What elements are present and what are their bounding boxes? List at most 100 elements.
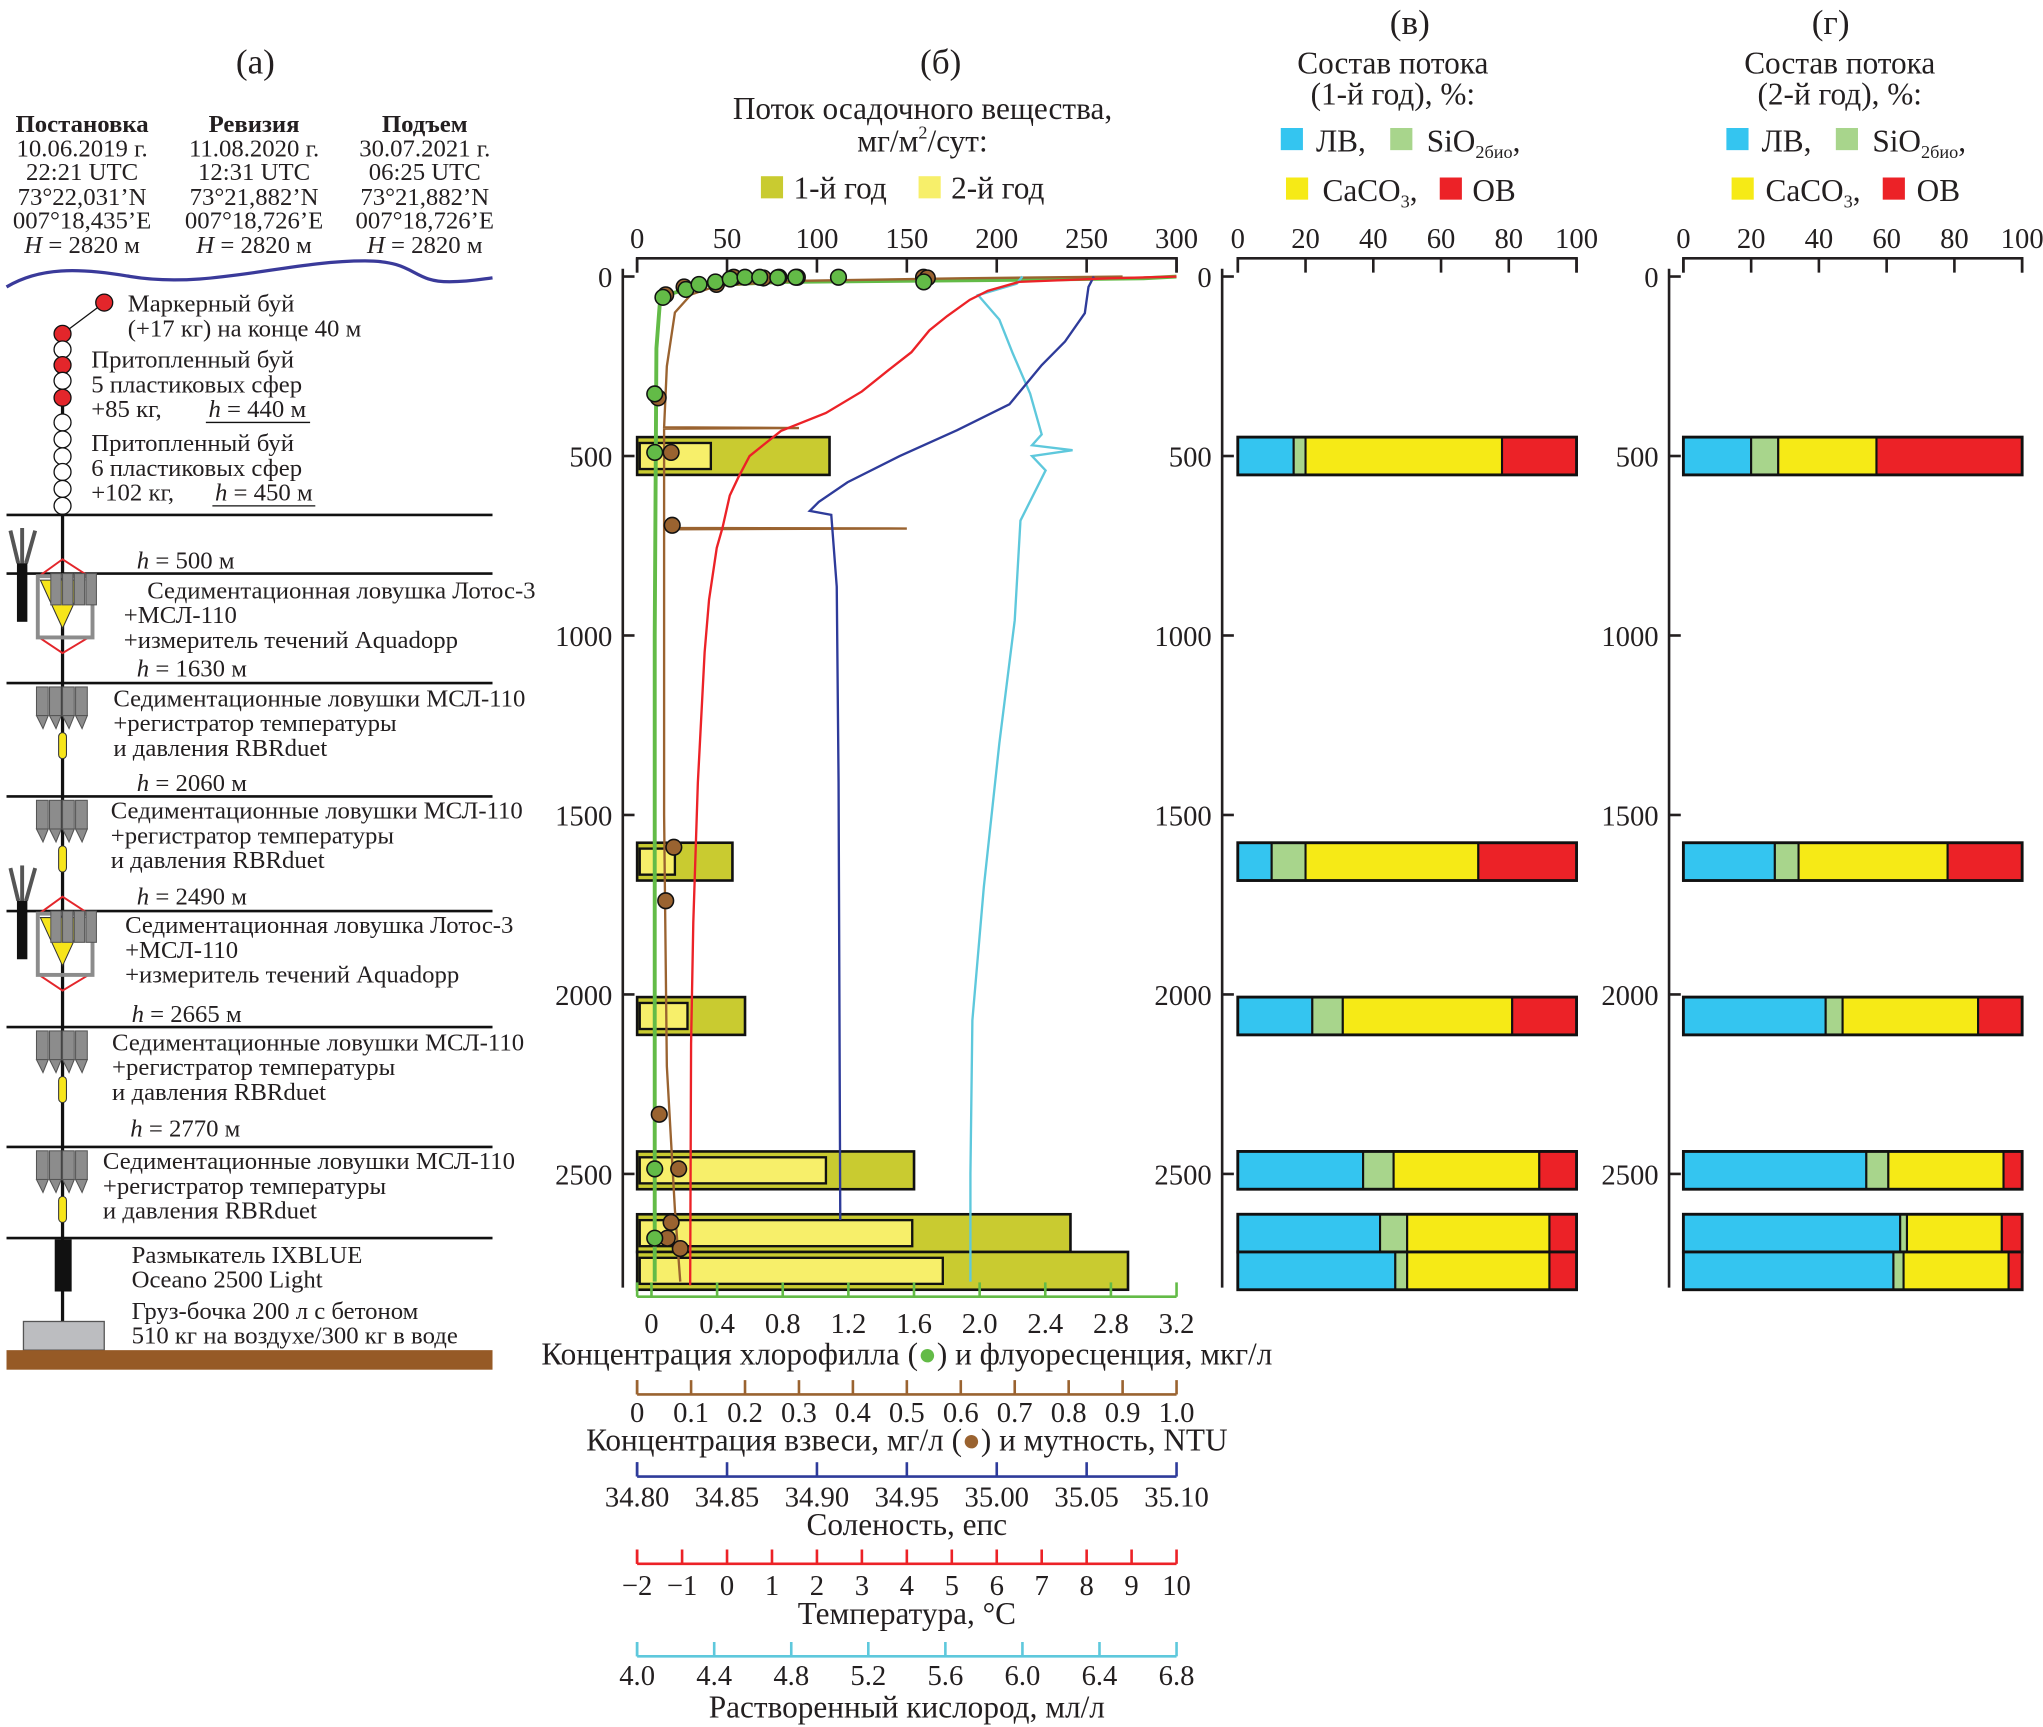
chl-tick-label: 0.8	[765, 1308, 801, 1340]
composition-segment	[1682, 996, 1827, 1036]
chl-tick-label: 2.4	[1027, 1308, 1063, 1340]
suspension-point	[670, 1160, 688, 1178]
composition-segment	[1362, 1150, 1395, 1191]
chl-tick-label: 1.2	[830, 1308, 866, 1340]
composition-bar-outline	[1236, 1150, 1578, 1191]
buoy1-label: Притопленный буй	[91, 347, 294, 374]
svg-text:+измеритель течений Aquadopp: +измеритель течений Aquadopp	[124, 627, 458, 654]
buoy2-depth: h = 450 м	[215, 480, 313, 507]
svg-text:и давления RBRduet: и давления RBRduet	[113, 735, 327, 762]
composition-segment	[1750, 436, 1780, 476]
buoy1-label: 5 пластиковых сфер	[91, 371, 302, 398]
panel-d-legend: ЛВ, SiO2био, CaCO3, ОВ	[1726, 123, 1966, 211]
x-tick-label: 60	[1872, 223, 1901, 255]
composition-segment	[1682, 1150, 1868, 1191]
composition-segment	[1682, 436, 1753, 476]
chlorophyll-point	[646, 385, 664, 403]
temp-tick-label: 8	[1079, 1570, 1093, 1602]
oxy-tick-label: 5.2	[850, 1660, 886, 1692]
composition-segment	[1392, 1150, 1541, 1191]
svg-text:+МСЛ-110: +МСЛ-110	[124, 602, 237, 629]
chlorophyll-point	[646, 443, 664, 462]
column-title: Подъем	[382, 111, 468, 138]
chlorophyll-point	[654, 288, 672, 306]
composition-segment	[1824, 996, 1844, 1036]
chlorophyll-point	[769, 269, 787, 287]
temp-tick-label: 5	[945, 1570, 959, 1602]
x-tick-label: 0	[1231, 223, 1245, 255]
level-500: h = 500 м Седиментационная ловушка Лотос…	[124, 547, 536, 653]
composition-segment	[2002, 1150, 2024, 1191]
composition-segment	[1236, 1213, 1382, 1254]
temperature-profile-line	[688, 275, 1177, 1286]
composition-segment	[1236, 1150, 1365, 1191]
chl-tick-label: 2.8	[1093, 1308, 1129, 1340]
temp-tick-label: −1	[667, 1570, 698, 1602]
legend-swatch-year2	[918, 176, 941, 199]
svg-text:h = 2490 м: h = 2490 м	[137, 884, 247, 911]
buoy2-label: 6 пластиковых сфер	[91, 455, 302, 482]
temp-tick-label: 0	[720, 1570, 734, 1602]
panel-d-plot: 0 500 1000 1500 2000 2500 0 20 40 60 80 100	[1601, 223, 2043, 1292]
turb-tick-label: 0.9	[1105, 1397, 1141, 1429]
x-tick-label: 0	[630, 223, 644, 255]
panel-a-label: (а)	[236, 42, 275, 81]
svg-text:Седиментационные ловушки МСЛ-1: Седиментационные ловушки МСЛ-110	[113, 685, 525, 712]
suspension-point	[662, 443, 680, 462]
turb-tick-label: 0.6	[943, 1397, 979, 1429]
composition-bar-outline	[1236, 841, 1578, 882]
composition-segment	[1304, 841, 1480, 882]
chl-tick-label: 2.0	[962, 1308, 998, 1340]
column-lat: 73°21,882’N	[190, 184, 319, 211]
x-tick-label: 40	[1805, 223, 1834, 255]
composition-segment	[1511, 996, 1578, 1036]
sal-tick-label: 35.05	[1054, 1481, 1118, 1513]
composition-bar-outline	[1236, 1250, 1578, 1292]
depth-tick-label: 1000	[555, 621, 612, 653]
composition-segment	[1548, 1250, 1578, 1291]
oxy-tick-label: 6.4	[1082, 1660, 1118, 1692]
x-tick-label: 40	[1359, 223, 1388, 255]
temp-tick-label: −2	[622, 1570, 653, 1602]
suspension-point	[665, 838, 683, 856]
sal-tick-label: 34.95	[875, 1481, 939, 1513]
svg-text:SiO2био,: SiO2био,	[1872, 123, 1966, 162]
depth-tick-label: 500	[1169, 441, 1212, 473]
panel-d-header: (г) Состав потока (2-й год), %:	[1744, 3, 1935, 111]
chlorophyll-point	[751, 268, 769, 286]
svg-text:h = 2060 м: h = 2060 м	[137, 770, 247, 797]
salinity-profile-line	[807, 275, 1095, 1220]
level-2770: h = 2770 м Седиментационные ловушки МСЛ-…	[103, 1115, 515, 1224]
panel-b-title: Поток осадочного вещества,	[733, 91, 1112, 126]
depth-tick-label: 500	[1616, 441, 1659, 473]
svg-text:ОВ: ОВ	[1917, 173, 1960, 208]
chl-marker-dot-icon: ●	[918, 1336, 937, 1371]
deployment-column: Постановка 10.06.2019 г. 22:21 UTC 73°22…	[13, 111, 151, 259]
column-title: Постановка	[16, 111, 149, 138]
chl-tick-label: 1.6	[896, 1308, 932, 1340]
suspension-point	[650, 1105, 668, 1123]
column-date: 11.08.2020 г.	[189, 136, 319, 163]
depth-tick-label: 0	[1197, 262, 1211, 294]
depth-tick-label: 2000	[555, 980, 612, 1012]
composition-segment	[2007, 1250, 2024, 1291]
level-2490: h = 2490 м Седиментационная ловушка Лото…	[125, 884, 513, 989]
turb-axis-title: Концентрация взвеси, мг/л (●) и мутность…	[586, 1422, 1228, 1457]
oxy-tick-label: 6.8	[1159, 1660, 1195, 1692]
composition-segment	[1777, 436, 1878, 476]
composition-bar-outline	[1681, 995, 2024, 1037]
anchor-label: 510 кг на воздухе/300 кг в воде	[132, 1323, 458, 1350]
column-time: 06:25 UTC	[369, 159, 481, 186]
composition-segment	[1682, 1213, 1902, 1254]
composition-segment	[1236, 1250, 1397, 1291]
depth-tick-label: 2000	[1601, 980, 1658, 1012]
depth-tick-label: 2500	[555, 1159, 612, 1191]
chlorophyll-point	[706, 273, 725, 291]
lotos-trap-icon	[8, 863, 99, 993]
column-lon: 007°18,435’E	[13, 207, 151, 234]
composition-segment	[1977, 996, 2024, 1036]
chlorophyll-point	[690, 275, 708, 294]
suspension-point	[671, 1239, 689, 1258]
depth-tick-label: 2000	[1154, 980, 1211, 1012]
